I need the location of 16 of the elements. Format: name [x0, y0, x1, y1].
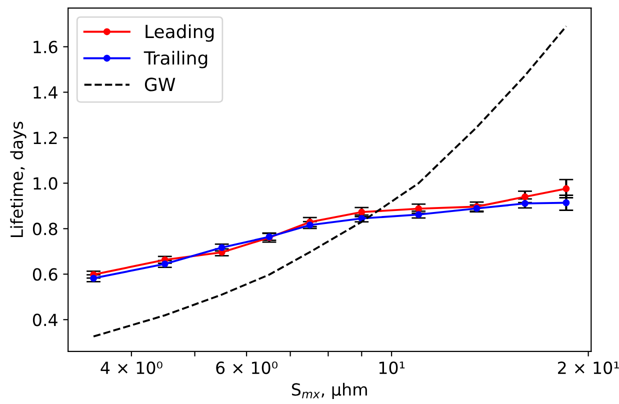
y-tick-label: 0.8: [32, 222, 58, 236]
x-tick-label: 2 × 10¹: [558, 361, 619, 374]
x-tick-label: 4 × 10⁰: [100, 361, 162, 374]
y-tick-label: 1.0: [34, 177, 58, 190]
y-axis-title: Lifetime, days: [10, 122, 26, 237]
y-tick-label: 1.6: [34, 40, 58, 54]
legend-label: Leading: [146, 24, 214, 42]
x-axis-title: S$_{mx}$, μhm: [292, 382, 367, 400]
legend-label: GW: [144, 78, 176, 92]
y-tick-label: 1.2: [34, 132, 57, 144]
x-tick-label: 6 × 10⁰: [216, 361, 278, 374]
y-tick-label: 1.4: [34, 86, 58, 99]
x-tick-label: 10¹: [379, 361, 405, 374]
legend-label: Trailing: [144, 50, 208, 68]
y-tick-label: 0.6: [32, 268, 58, 281]
y-tick-label: 0.4: [32, 314, 58, 326]
